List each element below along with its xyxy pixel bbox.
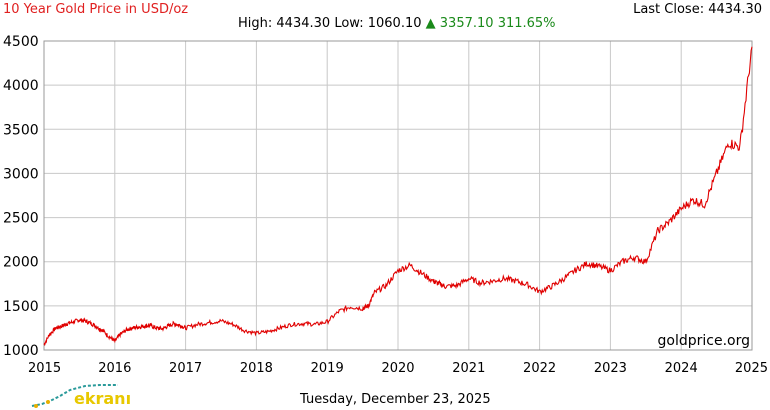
ekrani-logo-icon: ekranı <box>31 384 131 408</box>
y-tick-label: 3000 <box>3 166 39 182</box>
y-tick-label: 1500 <box>3 299 39 315</box>
x-tick-label: 2023 <box>594 361 627 376</box>
gold-price-line <box>43 46 753 347</box>
high-value: 4434.30 <box>276 16 331 31</box>
chart-grid <box>43 40 753 351</box>
x-tick-label: 2019 <box>311 361 344 376</box>
plot-frame <box>43 40 753 351</box>
price-stats: High: 4434.30 Low: 1060.10 ▲ 3357.10 311… <box>238 16 556 31</box>
date-label: Tuesday, December 23, 2025 <box>300 392 491 407</box>
x-tick-label: 2016 <box>98 361 131 376</box>
low-value: 1060.10 <box>367 16 422 31</box>
price-series <box>43 46 753 347</box>
low-label: Low: <box>334 16 364 31</box>
x-tick-label: 2025 <box>735 361 768 376</box>
x-tick-label: 2017 <box>169 361 202 376</box>
last-close: Last Close: 4434.30 <box>633 2 762 17</box>
y-axis: 1000 1500 2000 2500 3000 3500 4000 4500 <box>3 34 39 359</box>
y-tick-label: 2500 <box>3 211 39 227</box>
logo-text: ekranı <box>74 389 131 408</box>
chart-title: 10 Year Gold Price in USD/oz <box>3 2 189 17</box>
x-tick-label: 2020 <box>381 361 414 376</box>
x-axis: 2015 2016 2017 2018 2019 2020 2021 2022 2023 2024… <box>28 361 768 376</box>
x-tick-label: 2021 <box>452 361 485 376</box>
y-tick-label: 2000 <box>3 255 39 271</box>
x-tick-label: 2018 <box>240 361 273 376</box>
source-watermark: goldprice.org <box>657 333 750 349</box>
x-tick-label: 2024 <box>665 361 698 376</box>
x-tick-label: 2015 <box>28 361 61 376</box>
y-tick-label: 3500 <box>3 122 39 138</box>
last-close-label: Last Close: <box>633 2 705 17</box>
last-close-value: 4434.30 <box>708 2 762 17</box>
y-tick-label: 1000 <box>3 343 39 359</box>
x-tick-label: 2022 <box>523 361 556 376</box>
change-arrow-icon: ▲ <box>425 16 436 31</box>
high-label: High: <box>238 16 273 31</box>
change-percent: 311.65% <box>497 16 556 31</box>
y-tick-label: 4500 <box>3 34 39 50</box>
change-value: 3357.10 <box>439 16 494 31</box>
y-tick-label: 4000 <box>3 78 39 94</box>
